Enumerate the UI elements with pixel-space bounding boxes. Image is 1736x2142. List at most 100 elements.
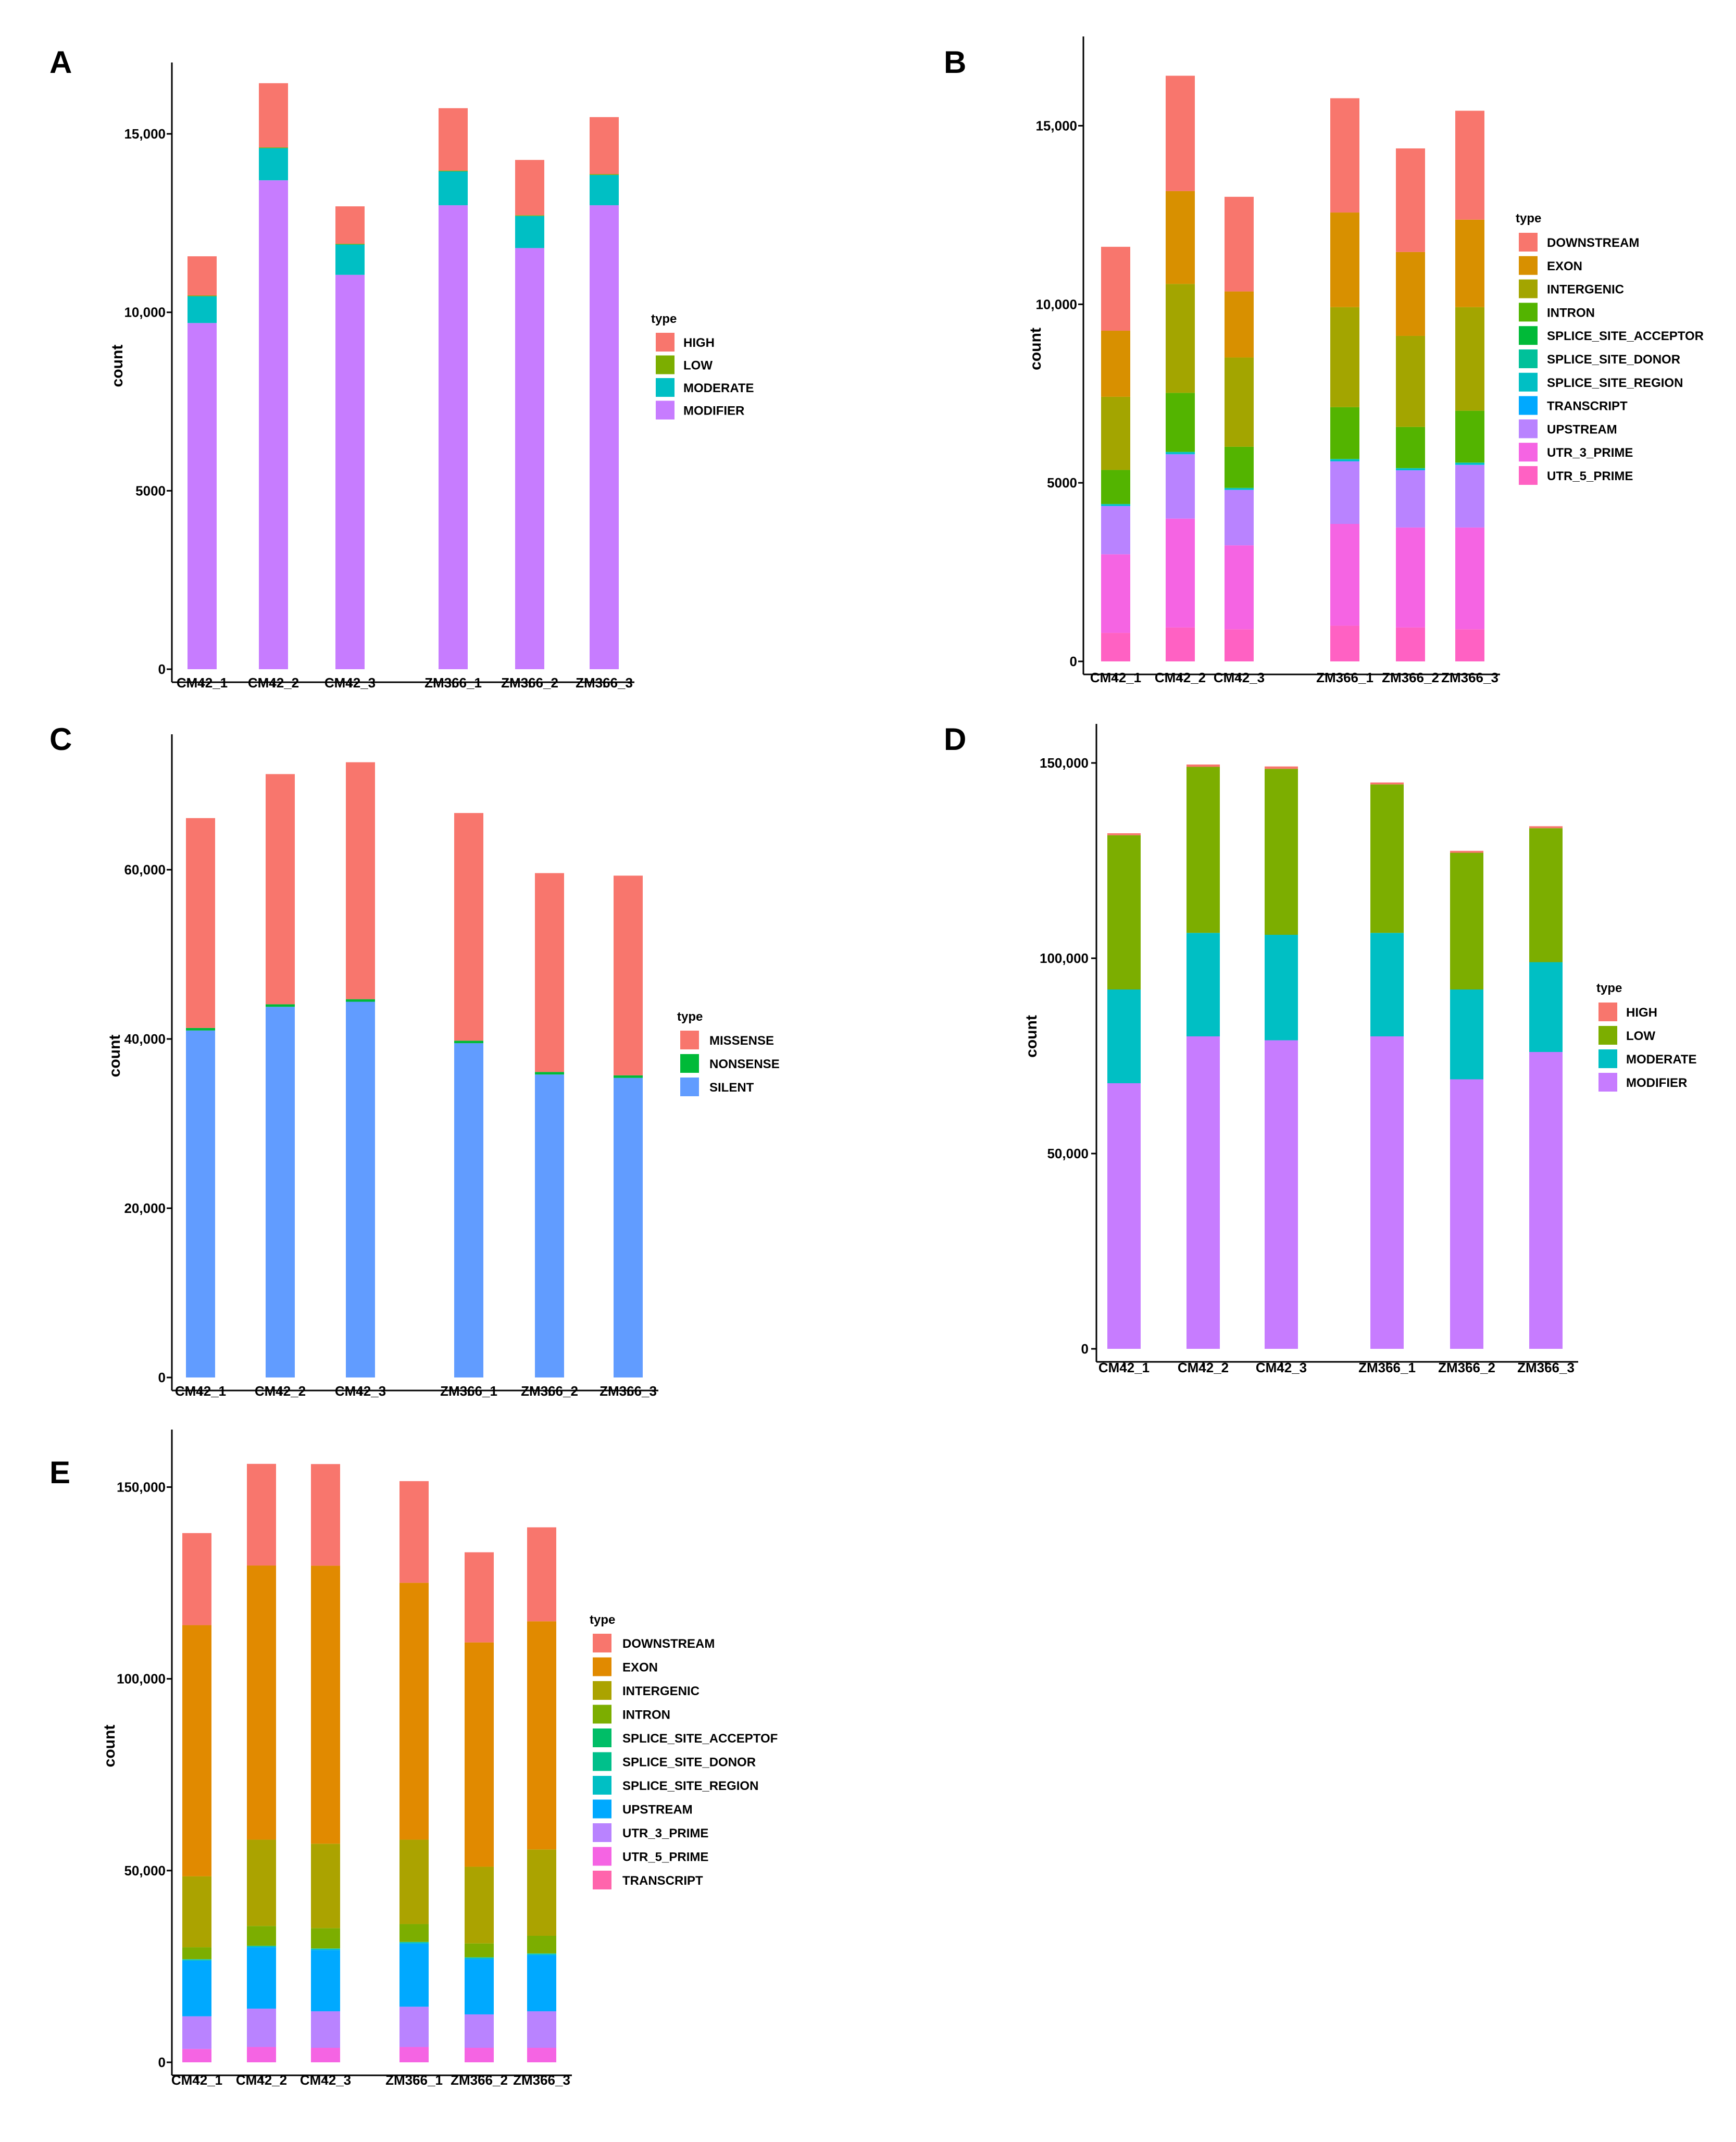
legend-key (592, 1656, 613, 1677)
legend-label: DOWNSTREAM (622, 1637, 715, 1651)
panel-letter: C (49, 722, 72, 757)
bar-segment-intron (465, 1943, 494, 1958)
legend-key (592, 1703, 613, 1725)
legend-key (592, 1727, 613, 1748)
bar-segment-exon (247, 1565, 276, 1840)
legend-label: SPLICE_SITE_DONOR (622, 1756, 756, 1770)
legend-title: type (677, 1010, 703, 1024)
bar-segment-exon (182, 1625, 211, 1876)
bar-segment-nonsense (614, 1075, 643, 1078)
bar-segment-exon (1455, 219, 1484, 307)
bar-segment-high (1107, 833, 1141, 835)
bar-segment-moderate (188, 296, 217, 323)
bar-segment-intron (399, 1924, 429, 1942)
x-tick-label: CM42_3 (1214, 670, 1265, 685)
bar-segment-low (515, 215, 544, 216)
bar-segment-high (1529, 826, 1563, 829)
x-tick-label: ZM366_2 (1438, 1360, 1495, 1375)
bar-segment-silent (614, 1078, 643, 1377)
bar-segment-downstream (182, 1533, 211, 1625)
bar-segment-high (590, 117, 619, 174)
y-tick-label: 10,000 (124, 305, 166, 320)
bar-segment-moderate (1187, 933, 1220, 1036)
x-tick-label: ZM366_1 (424, 675, 482, 691)
bar-segment-nonsense (454, 1041, 483, 1044)
bar-segment-modifier (1450, 1079, 1483, 1349)
legend-key (592, 1870, 613, 1890)
bar-segment-intron (1330, 407, 1359, 459)
bar-segment-exon (311, 1565, 340, 1844)
bar-segment-exon (527, 1621, 556, 1850)
bar-segment-downstream (247, 1463, 276, 1566)
bar-segment-high (1370, 782, 1404, 785)
x-tick-label: CM42_2 (255, 1383, 306, 1399)
legend-title: type (1516, 211, 1541, 226)
bar-segment-moderate (439, 171, 468, 206)
panel-letter: D (944, 722, 966, 757)
y-tick-label: 0 (158, 661, 166, 677)
legend-label: TRANSCRIPT (622, 1874, 703, 1888)
legend-key (592, 1775, 613, 1796)
bar-segment-utr-5-prime (1101, 633, 1130, 661)
bar-segment-exon (399, 1583, 429, 1840)
legend-label: MODIFIER (683, 404, 744, 418)
legend-key (592, 1822, 613, 1843)
bar-segment-exon (1396, 252, 1425, 336)
bar-segment-exon (1225, 291, 1254, 358)
bar-segment-intron (1225, 446, 1254, 488)
legend-key (592, 1633, 613, 1654)
bar-segment-downstream (399, 1481, 429, 1583)
bar-segment-moderate (1265, 935, 1298, 1041)
legend-label: UPSTREAM (622, 1803, 693, 1817)
y-axis-label: count (101, 1725, 118, 1768)
x-tick-label: ZM366_2 (451, 2072, 508, 2088)
legend-key (1518, 278, 1539, 299)
legend-label: SPLICE_SITE_ACCEPTOF (622, 1732, 778, 1746)
bar-segment-moderate (335, 244, 365, 275)
legend-key (1597, 1072, 1618, 1093)
legend-label: INTRON (622, 1708, 670, 1722)
x-tick-label: CM42_1 (171, 2072, 222, 2088)
bar-segment-splice-site-region (1455, 462, 1484, 465)
bar-segment-intron (1166, 393, 1195, 452)
legend: type HIGH LOW MODERATE MODIFIER (651, 312, 754, 421)
legend-label: HIGH (1626, 1006, 1657, 1020)
bar-segment-nonsense (266, 1004, 295, 1007)
chart-panel-b: B 0 5000 10,000 15,000 CM42_1 CM42_2 CM42_3 ZM36… (944, 36, 1704, 685)
legend-label: LOW (1626, 1029, 1655, 1043)
bar-segment-silent (186, 1030, 215, 1377)
bar-segment-utr-5-prime (1396, 627, 1425, 661)
bar-segment-intergenic (1330, 307, 1359, 407)
bar-segment-silent (266, 1007, 295, 1377)
legend-label: TRANSCRIPT (1547, 399, 1628, 414)
x-tick-label: CM42_2 (248, 675, 299, 691)
y-tick-label: 60,000 (124, 862, 166, 878)
bar-segment-upstream (399, 1943, 429, 2007)
bar-segment-intron (247, 1926, 276, 1946)
bar-segment-moderate (590, 174, 619, 206)
y-tick-label: 40,000 (124, 1031, 166, 1047)
bar-segment-modifier (515, 248, 544, 670)
bar-segment-low (259, 147, 288, 148)
bar-segment-utr-5-prime (1166, 627, 1195, 661)
legend-label: UTR_3_PRIME (622, 1826, 708, 1840)
y-axis-label: count (1023, 1015, 1040, 1058)
y-tick-label: 150,000 (1040, 755, 1089, 771)
bar-segment-modifier (188, 323, 217, 669)
bar-segment-high (1450, 850, 1483, 853)
bar-segment-intergenic (1225, 357, 1254, 447)
y-tick-label: 0 (1070, 654, 1077, 669)
legend-key (592, 1798, 613, 1820)
bar-segment-upstream (182, 1960, 211, 2016)
bar-segment-upstream (1166, 454, 1195, 519)
y-tick-label: 50,000 (124, 1863, 166, 1878)
chart-panel-d: D 0 50,000 100,000 150,000 CM42_1 CM42_2 CM42_3… (944, 722, 1697, 1375)
y-tick-label: 150,000 (117, 1479, 166, 1495)
bar-segment-high (515, 160, 544, 216)
y-tick-label: 15,000 (124, 126, 166, 142)
bar-segment-high (188, 256, 217, 296)
bar-segment-splice-site-region (1396, 468, 1425, 470)
legend-label: SPLICE_SITE_DONOR (1547, 353, 1680, 367)
legend-key (1518, 325, 1539, 346)
bar-segment-intergenic (1166, 284, 1195, 393)
